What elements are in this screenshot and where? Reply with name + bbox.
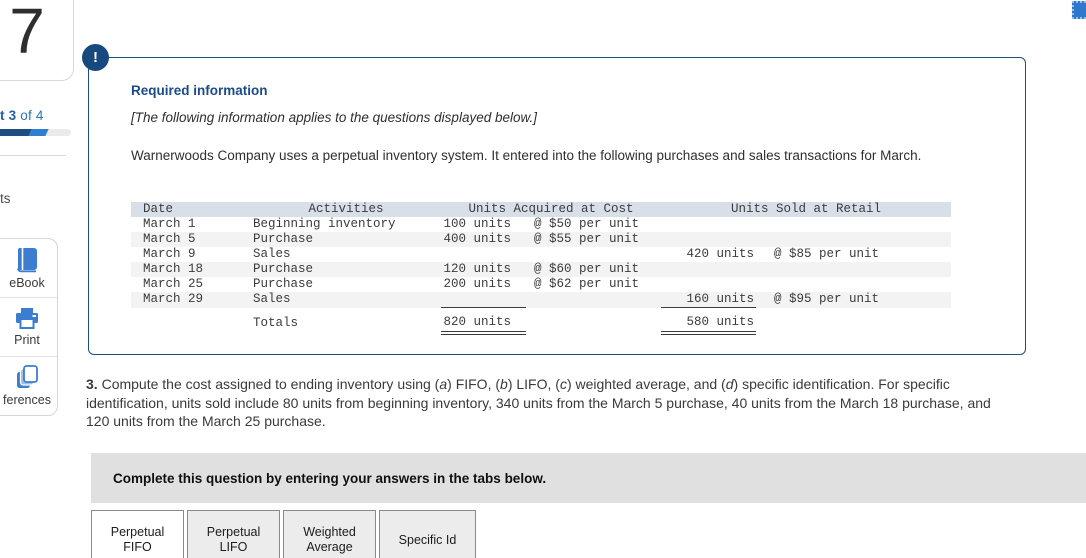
question-text: 3. Compute the cost assigned to ending i…	[86, 376, 991, 429]
ebook-button[interactable]: eBook	[0, 239, 57, 297]
cell-date: March 29	[143, 292, 204, 307]
ebook-icon	[17, 247, 37, 272]
cell-activity: Purchase	[253, 232, 314, 246]
cell-activity: Beginning inventory	[253, 217, 396, 231]
header-activities: Activities	[251, 202, 441, 217]
cell-date: March 1	[143, 217, 196, 231]
cell-sold-retail	[756, 217, 951, 232]
tab-perpetual-lifo[interactable]: Perpetual LIFO	[187, 510, 280, 558]
cell-sold-qty: 420 units	[686, 247, 754, 261]
required-alert-icon: !	[82, 44, 109, 71]
table-header-row: Date Activities Units Acquired at Cost U…	[131, 202, 951, 217]
scenario-paragraph: Warnerwoods Company uses a perpetual inv…	[131, 148, 922, 163]
cell-acquired-cost: @ $60 per unit	[534, 262, 640, 276]
cell-sold-qty: 160 units	[661, 292, 756, 308]
tab-specific-id[interactable]: Specific Id	[379, 510, 476, 558]
cell-sold-retail	[756, 262, 951, 277]
header-date: Date	[131, 202, 251, 217]
part-indicator-current: t 3	[0, 108, 17, 123]
question-number-card: 7	[0, 0, 74, 81]
table-row: March 29 Sales 160 units @ $95 per unit	[131, 292, 951, 308]
totals-acquired-qty: 820 units	[441, 313, 526, 335]
cell-date: March 18	[143, 262, 204, 276]
references-label: ferences	[3, 393, 51, 407]
cell-date: March 9	[143, 247, 196, 261]
question-number: 7	[9, 0, 45, 67]
cell-acquired-cost: @ $50 per unit	[534, 217, 640, 231]
print-label: Print	[14, 332, 40, 347]
tab-perpetual-fifo[interactable]: Perpetual FIFO	[91, 510, 184, 558]
cell-activity: Sales	[253, 247, 291, 261]
header-units-acquired: Units Acquired at Cost	[441, 202, 661, 217]
answer-tabs: Perpetual FIFO Perpetual LIFO Weighted A…	[91, 510, 476, 558]
cell-sold-retail: @ $85 per unit	[774, 247, 880, 261]
part-progress-bar	[0, 129, 71, 136]
table-row: March 9 Sales 420 units @ $85 per unit	[131, 247, 951, 262]
cell-acquired-cost	[526, 247, 661, 262]
tab-weighted-average[interactable]: Weighted Average	[283, 510, 376, 558]
cell-activity: Purchase	[253, 277, 314, 291]
tab-label: Perpetual LIFO	[206, 525, 261, 554]
instruction-text: Complete this question by entering your …	[113, 470, 547, 486]
totals-sold-qty: 580 units	[661, 313, 756, 335]
cell-acquired-cost: @ $55 per unit	[534, 232, 640, 246]
instruction-bar: Complete this question by entering your …	[91, 453, 1086, 503]
cell-sold-qty	[661, 232, 756, 247]
table-totals-row: Totals 820 units 580 units	[131, 313, 951, 335]
sidebar-divider	[0, 155, 66, 156]
cell-sold-retail	[756, 232, 951, 247]
cell-sold-qty	[661, 262, 756, 277]
references-button[interactable]: ferences	[0, 356, 57, 415]
cell-activity: Sales	[253, 292, 291, 307]
part-indicator-total: of 4	[16, 108, 44, 123]
cell-acquired-cost	[526, 292, 661, 308]
progress-current-segment	[28, 129, 49, 136]
print-button[interactable]: Print	[0, 297, 57, 356]
inventory-transactions-table: Date Activities Units Acquired at Cost U…	[131, 202, 951, 335]
points-label: ts	[0, 191, 11, 206]
cell-acquired-qty: 100 units	[443, 217, 511, 231]
cell-acquired-cost: @ $62 per unit	[534, 277, 640, 291]
tab-label: Perpetual FIFO	[110, 525, 165, 554]
progress-complete-segment	[0, 129, 33, 136]
required-information-panel: Required information [The following info…	[88, 57, 1026, 355]
ebook-label: eBook	[9, 275, 45, 290]
cell-acquired-qty	[441, 292, 526, 308]
header-units-sold: Units Sold at Retail	[661, 202, 951, 217]
table-row: March 1 Beginning inventory 100 units @ …	[131, 217, 951, 232]
table-row: March 25 Purchase 200 units @ $62 per un…	[131, 277, 951, 292]
cell-acquired-qty: 400 units	[443, 232, 511, 246]
cell-activity: Purchase	[253, 262, 314, 276]
table-row: March 5 Purchase 400 units @ $55 per uni…	[131, 232, 951, 247]
cell-sold-qty	[661, 217, 756, 232]
browser-chrome-fragment-icon	[1072, 1, 1086, 19]
resource-toolbar: eBook Print ferences	[0, 238, 58, 416]
cell-sold-retail	[756, 277, 951, 292]
tab-label: Specific Id	[398, 532, 457, 547]
part-indicator: t 3 of 4	[0, 108, 44, 123]
required-information-title: Required information	[131, 83, 268, 98]
cell-acquired-qty	[441, 247, 526, 262]
print-icon	[16, 307, 38, 329]
table-row: March 18 Purchase 120 units @ $60 per un…	[131, 262, 951, 277]
alert-exclamation: !	[93, 49, 98, 66]
references-icon	[17, 365, 38, 388]
cell-acquired-qty: 200 units	[443, 277, 511, 291]
tab-label: Weighted Average	[303, 525, 356, 554]
applies-note: [The following information applies to th…	[131, 110, 537, 125]
cell-sold-qty	[661, 277, 756, 292]
cell-date: March 25	[143, 277, 204, 291]
totals-label: Totals	[253, 316, 299, 330]
cell-date: March 5	[143, 232, 196, 246]
cell-sold-retail: @ $95 per unit	[774, 292, 880, 307]
cell-acquired-qty: 120 units	[443, 262, 511, 276]
